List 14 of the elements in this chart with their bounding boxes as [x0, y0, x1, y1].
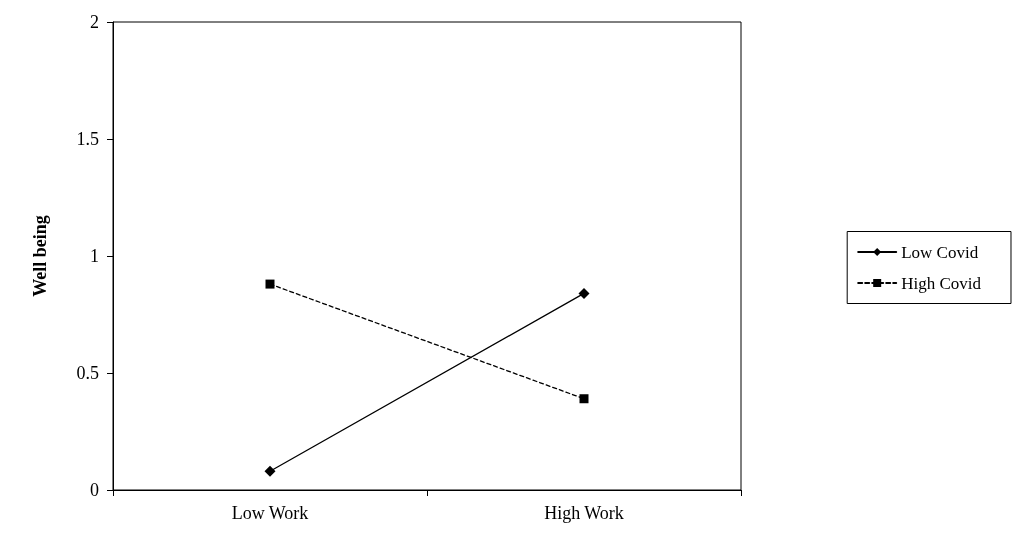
point: [264, 465, 276, 477]
point: [579, 394, 589, 404]
point: [265, 279, 275, 289]
legend-label: Low Covid: [901, 242, 979, 262]
y-tick-label: 1: [90, 246, 99, 266]
y-axis-title: Well being: [30, 215, 50, 297]
x-tick-label: Low Work: [231, 503, 309, 523]
point: [578, 287, 590, 299]
x-tick-label: High Work: [544, 503, 624, 523]
y-tick-label: 0.5: [76, 363, 99, 383]
y-tick-label: 0: [90, 480, 99, 500]
legend-label: High Covid: [901, 273, 982, 293]
y-tick-label: 1.5: [76, 129, 99, 149]
y-tick-label: 2: [90, 12, 99, 32]
